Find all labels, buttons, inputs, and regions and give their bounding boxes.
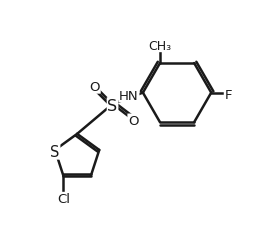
Text: O: O [128,115,139,128]
Text: S: S [50,144,60,159]
Text: S: S [108,99,118,114]
Text: Cl: Cl [57,193,70,206]
Text: O: O [90,81,100,94]
Text: F: F [224,88,232,101]
Text: CH₃: CH₃ [148,39,172,52]
Text: HN: HN [119,89,139,102]
